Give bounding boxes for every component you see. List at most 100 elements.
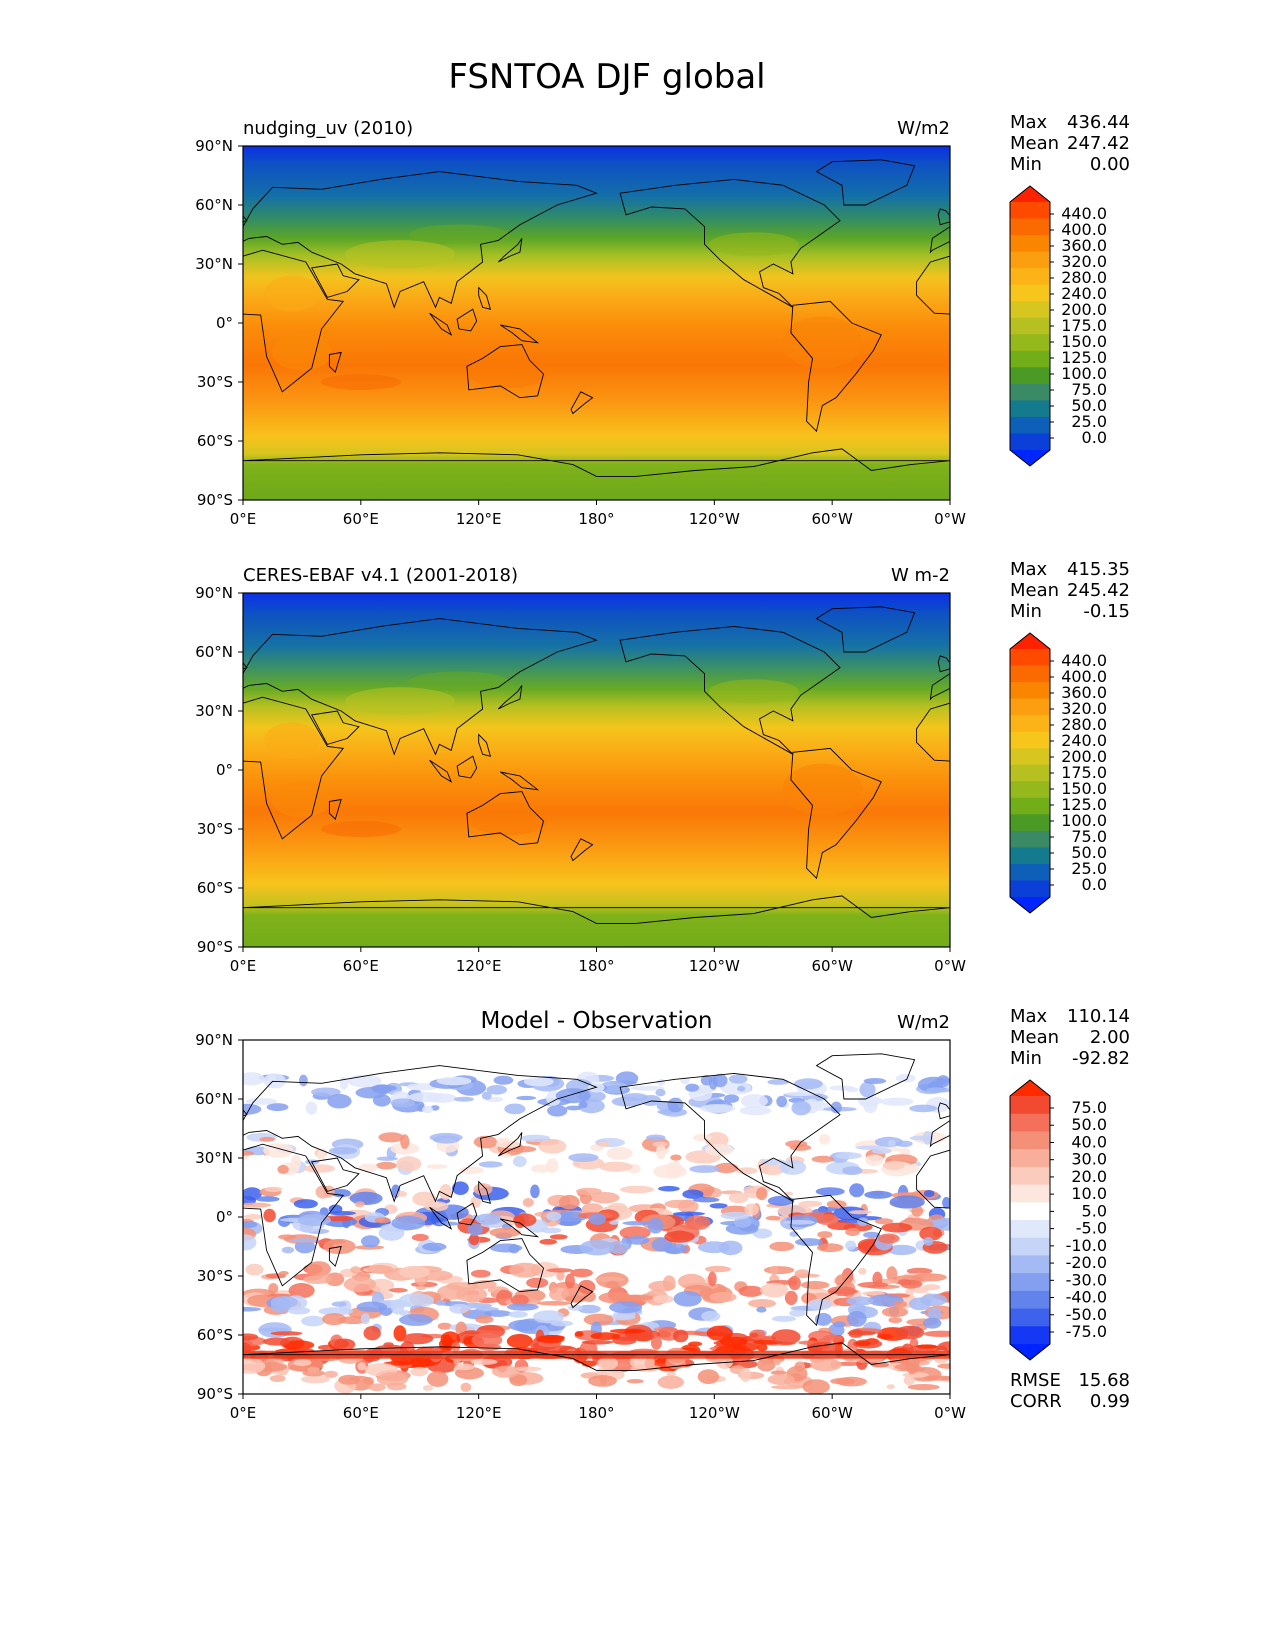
diff-blotch <box>533 1310 565 1324</box>
colorbar-label: -10.0 <box>1066 1236 1107 1255</box>
coastline-new-zealand <box>570 838 594 862</box>
coastline-arabia <box>311 1157 360 1192</box>
diff-blotch <box>650 1335 662 1350</box>
field-patch <box>271 781 332 818</box>
diff-blotch <box>761 1158 786 1165</box>
diff-blotch <box>615 1071 639 1086</box>
colorbar-label: 75.0 <box>1071 380 1107 399</box>
colorbar-segment <box>1010 1184 1050 1203</box>
diff-blotch <box>508 1319 539 1332</box>
diff-blotch <box>644 1356 655 1370</box>
diff-blotch <box>456 1286 488 1303</box>
diff-blotch <box>360 1313 371 1325</box>
diff-blotch <box>302 1370 326 1377</box>
diff-blotch <box>568 1153 599 1162</box>
stat-value: 110.14 <box>1067 1006 1130 1027</box>
diff-blotch <box>848 1210 872 1215</box>
coastline-uk-wrap <box>937 208 950 226</box>
diff-blotch <box>255 1196 280 1202</box>
diff-blotch <box>942 1196 950 1209</box>
colorbar-segment <box>1010 317 1050 335</box>
field-patch <box>345 240 456 269</box>
diff-blotch <box>858 1268 867 1275</box>
lon-tick-label: 180° <box>578 1404 614 1422</box>
diff-blotch <box>523 1077 554 1087</box>
diff-blotch <box>477 1343 502 1351</box>
diff-blotch <box>451 1342 461 1352</box>
coastline-south-america-wrap <box>790 1194 882 1327</box>
diff-blotch <box>372 1094 391 1107</box>
diff-blotch <box>374 1217 391 1224</box>
coastline-greenland-wrap <box>815 159 916 206</box>
diff-blotch <box>307 1261 331 1277</box>
lat-tick-label: 90°N <box>195 1031 233 1049</box>
map-diff <box>243 1040 950 1394</box>
diff-blotch <box>363 1326 381 1341</box>
coastline-europe-asia <box>243 618 598 756</box>
diff-blotch <box>268 1283 279 1294</box>
diff-blotch <box>588 1213 606 1225</box>
colorbar-label: 150.0 <box>1061 332 1107 351</box>
diff-blotch <box>619 1226 651 1240</box>
diff-blotch <box>539 1238 557 1245</box>
diff-blotch <box>738 1285 764 1297</box>
diff-blotch <box>328 1147 358 1155</box>
coastline-australia-wrap <box>1174 792 1251 845</box>
coastline-uk-wrap <box>937 655 950 673</box>
diff-blotch <box>936 1075 950 1088</box>
diff-blotch <box>269 1375 286 1382</box>
lat-tick-label: 0° <box>216 761 233 779</box>
diff-blotch <box>795 1238 823 1247</box>
diff-blotch <box>907 1384 940 1391</box>
diff-blotch <box>557 1211 574 1221</box>
diff-blotch <box>887 1139 896 1147</box>
diff-blotch <box>692 1197 720 1203</box>
diff-blotch <box>682 1189 704 1199</box>
diff-blotch <box>574 1331 584 1337</box>
diff-blotch <box>245 1098 278 1105</box>
diff-blotch <box>577 1304 601 1314</box>
diff-blotch <box>300 1375 330 1384</box>
colorbar-segment <box>1010 284 1050 302</box>
coastline-indochina-islands <box>478 733 492 757</box>
lat-tick-label: 0° <box>216 1208 233 1226</box>
lon-tick-label: 60°E <box>343 510 379 528</box>
lon-tick-label: 120°E <box>456 957 502 975</box>
diff-blotch <box>909 1135 933 1141</box>
diff-blotch <box>863 1098 878 1114</box>
diff-blotch <box>740 1094 768 1109</box>
lat-tick-label: 60°N <box>195 196 233 214</box>
diff-blotch <box>293 1199 318 1209</box>
diff-blotch <box>243 1072 265 1086</box>
coastline-australia <box>466 1238 545 1293</box>
diff-blotch <box>325 1272 345 1287</box>
stat-label: Mean <box>1010 133 1059 154</box>
lon-tick-label: 60°W <box>811 1404 853 1422</box>
colorbar-segment <box>1010 814 1050 832</box>
diff-blotch <box>547 1105 568 1117</box>
diff-blotch <box>508 1311 528 1318</box>
diff-blotch <box>243 1187 262 1201</box>
diff-blotch <box>689 1165 720 1173</box>
colorbar-segment <box>1010 218 1050 236</box>
diff-blotch <box>709 1203 728 1209</box>
lat-tick-label: 60°S <box>197 432 233 450</box>
diff-blotch <box>842 1166 863 1175</box>
colorbar-segment <box>1010 1290 1050 1310</box>
lat-tick-label: 30°N <box>195 1149 233 1167</box>
lat-tick-label: 30°S <box>197 820 233 838</box>
diff-blotch <box>470 1358 498 1365</box>
coastline-antarctica-wrap <box>949 907 950 909</box>
diff-blotch <box>744 1203 759 1216</box>
diff-blotch <box>316 1149 326 1161</box>
diff-blotch <box>599 1161 633 1172</box>
diff-blotch <box>816 1243 844 1253</box>
colorbar-segment <box>1010 797 1050 815</box>
lat-tick-label: 0° <box>216 314 233 332</box>
coastline-south-america-wrap <box>790 300 882 433</box>
diff-blotch <box>916 1344 938 1349</box>
panel-left-title: nudging_uv (2010) <box>243 118 413 139</box>
diff-blotch <box>435 1300 446 1306</box>
diff-blotch <box>263 1208 276 1223</box>
diff-blotch <box>911 1205 924 1217</box>
